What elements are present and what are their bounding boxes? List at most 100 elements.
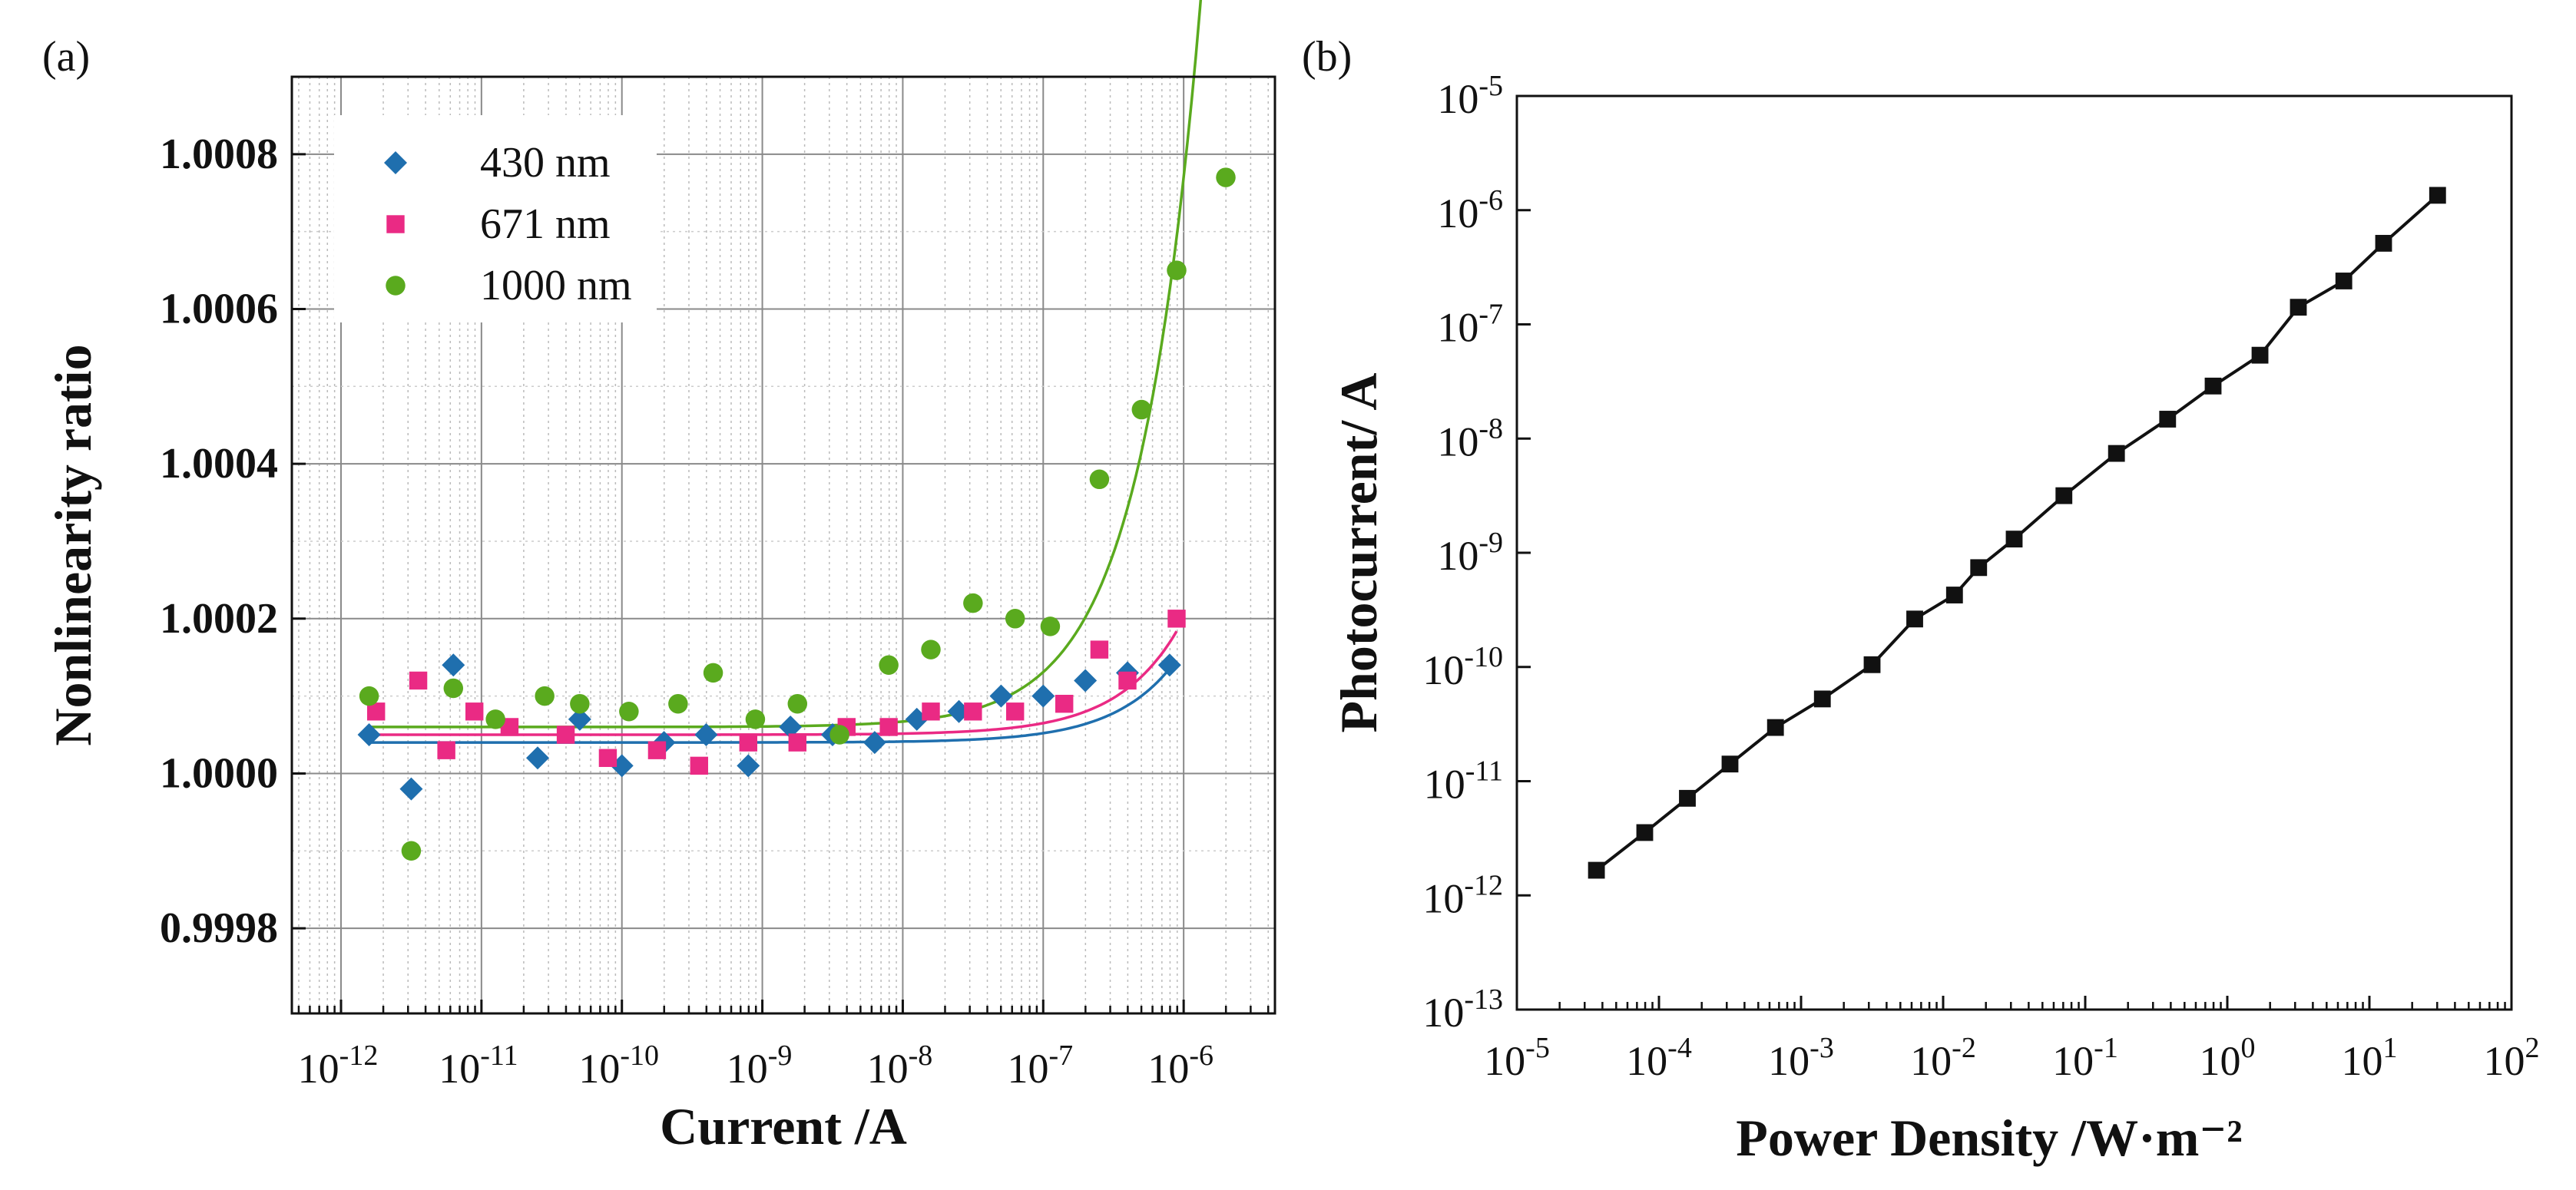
data-point bbox=[829, 725, 849, 745]
data-point bbox=[1089, 469, 1110, 490]
data-point bbox=[2055, 487, 2073, 504]
x-tick-label: 10-9 bbox=[727, 1040, 793, 1092]
panel-a-label: (a) bbox=[42, 33, 90, 81]
legend-marker bbox=[386, 276, 406, 296]
y-tick-label: 1.0002 bbox=[160, 595, 278, 643]
data-point bbox=[399, 777, 423, 801]
x-tick-label: 10-2 bbox=[1910, 1032, 1976, 1084]
data-point bbox=[443, 678, 464, 699]
data-point bbox=[921, 640, 941, 659]
panel-b-label: (b) bbox=[1302, 33, 1352, 81]
data-point bbox=[788, 733, 806, 752]
data-point bbox=[409, 671, 428, 690]
y-tick-label: 0.9998 bbox=[160, 904, 278, 952]
y-tick-label: 10-10 bbox=[1422, 641, 1503, 693]
data-point bbox=[1005, 609, 1025, 629]
data-point bbox=[1766, 719, 1784, 736]
data-point bbox=[863, 731, 886, 755]
y-tick-label: 1.0000 bbox=[160, 749, 278, 797]
data-point bbox=[668, 693, 688, 714]
data-point bbox=[437, 741, 455, 759]
y-tick-label: 10-7 bbox=[1437, 299, 1503, 351]
data-point bbox=[465, 702, 484, 721]
panel-b-data-points bbox=[1588, 187, 2446, 879]
x-tick-label: 10-8 bbox=[867, 1040, 933, 1092]
y-tick-label: 10-9 bbox=[1437, 527, 1503, 579]
y-tick-label: 1.0006 bbox=[160, 285, 278, 332]
data-point bbox=[485, 709, 505, 729]
x-tick-label: 10-5 bbox=[1484, 1032, 1550, 1084]
y-tick-label: 10-13 bbox=[1422, 983, 1503, 1036]
legend-marker bbox=[384, 151, 407, 174]
panel-b-ticks: 10-5 10-4 10-3 10-2 10-1 100 101 102 10-13 10-12 1… bbox=[1422, 70, 2539, 1084]
data-point bbox=[1216, 167, 1236, 187]
data-point bbox=[964, 702, 982, 721]
panel-a-y-axis-label: Nonlinearity ratio bbox=[44, 344, 102, 745]
data-point bbox=[922, 702, 940, 721]
data-point bbox=[568, 707, 591, 731]
data-point bbox=[694, 723, 718, 747]
data-point bbox=[1636, 824, 1654, 841]
data-point bbox=[690, 756, 708, 775]
data-point bbox=[879, 655, 899, 676]
panel-a-legend: 430 nm 671 nm 1000 nm bbox=[334, 115, 657, 322]
legend-marker bbox=[386, 215, 405, 233]
data-point bbox=[357, 723, 381, 747]
x-tick-label: 101 bbox=[2342, 1032, 2398, 1084]
data-point bbox=[1040, 616, 1061, 636]
data-point bbox=[1167, 260, 1187, 280]
x-tick-label: 102 bbox=[2484, 1032, 2540, 1084]
data-point bbox=[556, 726, 575, 744]
data-point bbox=[401, 841, 422, 861]
data-point bbox=[1055, 694, 1074, 713]
data-point bbox=[619, 702, 639, 722]
legend-label: 671 nm bbox=[480, 200, 611, 248]
data-point bbox=[2335, 273, 2353, 289]
data-point bbox=[963, 593, 983, 613]
data-point bbox=[500, 718, 519, 736]
y-tick-label: 10-12 bbox=[1422, 869, 1503, 921]
y-tick-label: 1.0004 bbox=[160, 440, 278, 488]
panel-a: (a) 10-12 10-11 10-10 10-9 10-8 10-7 10-6 0.999… bbox=[42, 0, 1276, 1155]
data-point bbox=[1906, 610, 1923, 628]
panel-b-plot-frame bbox=[1515, 94, 2513, 1011]
data-point bbox=[1006, 702, 1025, 721]
data-point bbox=[1945, 587, 1963, 603]
data-point bbox=[647, 741, 667, 759]
data-point bbox=[1118, 671, 1137, 690]
data-point bbox=[1074, 669, 1098, 693]
panel-a-ticks: 10-12 10-11 10-10 10-9 10-8 10-7 10-6 0.9998 1.0… bbox=[160, 131, 1270, 1092]
data-point bbox=[2290, 299, 2307, 316]
data-point bbox=[535, 686, 555, 706]
x-tick-label: 10-7 bbox=[1007, 1040, 1073, 1092]
data-point bbox=[2159, 411, 2177, 428]
data-point bbox=[703, 663, 723, 683]
data-point bbox=[1031, 684, 1055, 708]
data-point bbox=[1157, 653, 1181, 677]
data-point bbox=[2251, 346, 2269, 364]
data-point bbox=[1588, 861, 1605, 879]
x-tick-label: 10-12 bbox=[298, 1040, 379, 1092]
x-tick-label: 10-6 bbox=[1147, 1040, 1214, 1092]
legend-label: 430 nm bbox=[480, 139, 611, 187]
data-point bbox=[2429, 187, 2446, 204]
data-point bbox=[598, 749, 618, 767]
x-tick-label: 10-3 bbox=[1768, 1032, 1834, 1084]
data-point bbox=[1679, 789, 1696, 807]
panel-a-fit-curves bbox=[369, 0, 1203, 744]
panel-a-grid bbox=[292, 77, 1275, 1013]
panel-b-y-axis-label: Photocurrent/ A bbox=[1329, 372, 1388, 732]
data-point bbox=[2107, 445, 2125, 462]
data-point bbox=[779, 715, 803, 739]
data-point bbox=[739, 733, 757, 752]
fit-curve bbox=[369, 667, 1171, 744]
x-tick-label: 10-4 bbox=[1626, 1032, 1692, 1084]
data-point bbox=[745, 709, 766, 729]
data-point bbox=[1090, 640, 1109, 659]
data-point bbox=[989, 684, 1013, 708]
y-tick-label: 10-11 bbox=[1424, 755, 1503, 808]
panel-a-plot-frame bbox=[290, 75, 1276, 1015]
data-point bbox=[1863, 656, 1881, 673]
data-point bbox=[359, 686, 379, 706]
